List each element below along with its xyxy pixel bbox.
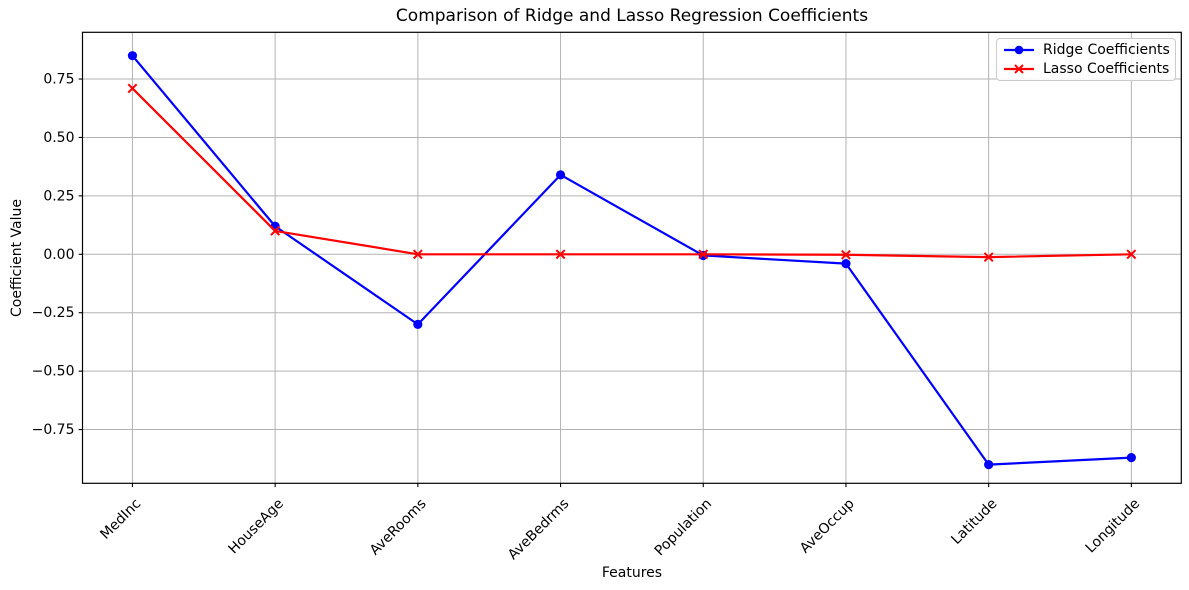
chart-title: Comparison of Ridge and Lasso Regression…	[395, 6, 869, 26]
legend-sample-lasso	[1004, 64, 1034, 74]
y-tick-label: −0.75	[32, 422, 75, 438]
legend-circle-marker-icon	[1014, 45, 1024, 55]
x-tick-label: AveOccup	[797, 496, 858, 557]
legend-item-lasso: Lasso Coefficients	[1003, 60, 1169, 79]
series-line-lasso	[131, 87, 1132, 259]
legend: Ridge Coefficients Lasso Coefficients	[996, 38, 1176, 81]
legend-label-lasso: Lasso Coefficients	[1043, 60, 1170, 77]
x-tick-label: Latitude	[948, 496, 1000, 548]
data-point-ridge	[127, 51, 138, 61]
y-tick-label: 0.25	[43, 188, 74, 204]
legend-sample-ridge	[1004, 45, 1034, 55]
grid	[82, 32, 1182, 484]
x-tick-label: AveRooms	[367, 496, 430, 559]
data-point-ridge	[1126, 452, 1136, 463]
legend-label-ridge: Ridge Coefficients	[1043, 42, 1170, 59]
y-tick-label: −0.50	[32, 364, 75, 380]
data-point-ridge	[555, 170, 566, 180]
y-tick-label: 0.75	[43, 72, 74, 88]
axes-frame	[81, 31, 1182, 484]
x-axis-label: Features	[601, 565, 663, 581]
data-point-ridge	[841, 259, 851, 269]
x-tick-label: AveBedrms	[505, 496, 572, 563]
data-point-ridge	[413, 319, 423, 329]
legend-item-ridge: Ridge Coefficients	[1003, 41, 1170, 60]
data-point-lasso	[555, 249, 566, 260]
x-tick-label: HouseAge	[225, 496, 286, 557]
series-line-ridge	[131, 54, 1132, 466]
data-point-lasso	[1126, 249, 1137, 260]
data-point-lasso	[983, 252, 994, 263]
data-point-lasso	[841, 249, 851, 260]
data-point-lasso	[698, 249, 709, 260]
series-lasso	[127, 83, 1137, 263]
y-tick-label: −0.25	[32, 305, 75, 321]
x-tick-label: Longitude	[1083, 496, 1144, 557]
legend-x-marker-icon	[1014, 64, 1024, 74]
data-point-lasso	[270, 226, 281, 236]
data-point-ridge	[984, 460, 994, 470]
data-point-lasso	[127, 83, 138, 94]
y-tick-label: 0.00	[43, 247, 74, 263]
x-tick-label: Population	[652, 496, 715, 559]
data-point-lasso	[412, 249, 423, 260]
y-axis-label: Coefficient Value	[9, 199, 25, 317]
x-tick-label: MedInc	[97, 496, 144, 543]
y-tick-label: 0.50	[43, 130, 74, 146]
